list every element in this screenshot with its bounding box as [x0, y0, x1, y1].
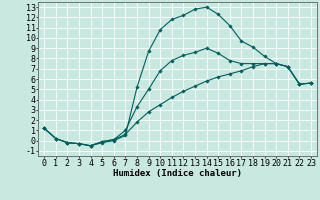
- X-axis label: Humidex (Indice chaleur): Humidex (Indice chaleur): [113, 169, 242, 178]
